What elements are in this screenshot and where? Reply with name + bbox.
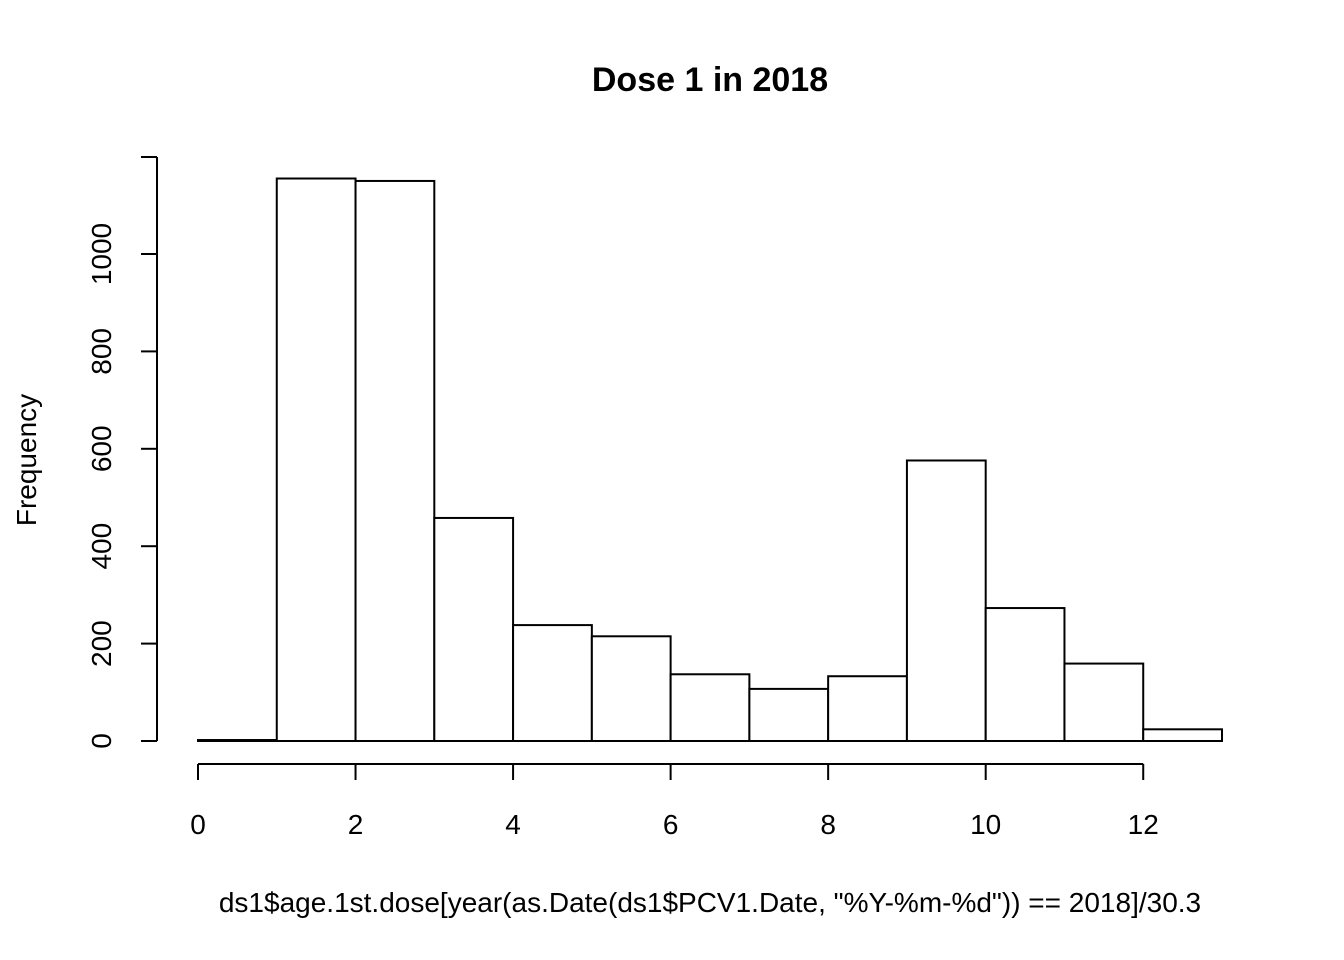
histogram-bar bbox=[275, 177, 357, 742]
histogram-bars bbox=[197, 177, 1223, 743]
x-axis-tick-label: 0 bbox=[190, 809, 206, 840]
histogram-bar bbox=[669, 673, 751, 743]
histogram-bar bbox=[590, 635, 672, 742]
x-axis-tick-label: 2 bbox=[348, 809, 364, 840]
y-axis-label: Frequency bbox=[11, 394, 42, 526]
histogram-bar bbox=[827, 675, 908, 742]
x-axis-tick-label: 10 bbox=[970, 809, 1001, 840]
y-axis-tick-label: 200 bbox=[86, 620, 117, 667]
chart-title: Dose 1 in 2018 bbox=[592, 61, 828, 99]
histogram-bar bbox=[197, 739, 278, 743]
y-axis-tick-label: 600 bbox=[86, 425, 117, 472]
histogram-bar bbox=[984, 607, 1066, 743]
y-axis-tick-label: 400 bbox=[86, 523, 117, 570]
x-axis-label: ds1$age.1st.dose[year(as.Date(ds1$PCV1.D… bbox=[219, 887, 1201, 918]
x-axis: 0 2 4 6 8 10 12 bbox=[190, 763, 1159, 840]
histogram-bar bbox=[512, 624, 593, 742]
x-axis-tick-label: 6 bbox=[663, 809, 679, 840]
y-axis-tick-label: 0 bbox=[86, 733, 117, 749]
x-axis-tick-label: 4 bbox=[505, 809, 521, 840]
y-axis: 0 200 400 600 800 1000 bbox=[86, 156, 158, 749]
y-axis-tick-label: 800 bbox=[86, 328, 117, 375]
y-axis-tick-label: 1000 bbox=[86, 223, 117, 285]
histogram-bar bbox=[433, 516, 515, 742]
histogram-bar bbox=[905, 459, 987, 742]
x-axis-tick-label: 12 bbox=[1128, 809, 1159, 840]
histogram-bar bbox=[354, 179, 436, 742]
x-axis-tick-label: 8 bbox=[820, 809, 836, 840]
histogram-bar bbox=[1063, 662, 1145, 743]
histogram-bar bbox=[1142, 728, 1223, 743]
histogram-bar bbox=[748, 687, 830, 742]
